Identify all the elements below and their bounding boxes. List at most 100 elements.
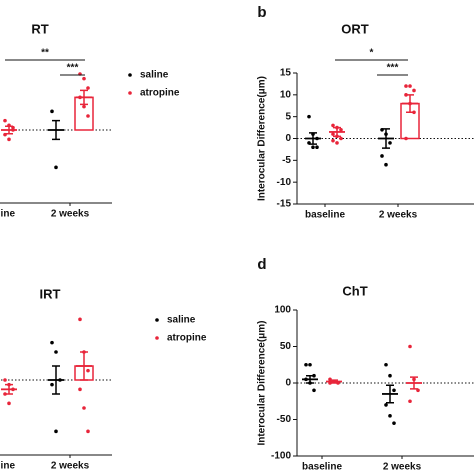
panel-label: b <box>257 4 266 21</box>
point <box>331 123 335 128</box>
significance-label: *** <box>387 63 399 74</box>
chart-title: ChT <box>342 283 367 298</box>
error-bar <box>52 119 60 141</box>
y-tick-label: -10 <box>277 177 292 188</box>
point <box>50 109 54 114</box>
point <box>86 114 90 118</box>
point <box>408 84 412 88</box>
error-bar <box>410 376 418 390</box>
error-bar <box>306 374 314 384</box>
significance-label: * <box>370 48 374 59</box>
point <box>331 132 335 136</box>
error-bar <box>52 365 60 395</box>
legend-label: atropine <box>140 88 180 99</box>
point <box>380 154 384 158</box>
y-tick-label: 50 <box>280 341 292 352</box>
y-tick-label: -50 <box>277 414 292 425</box>
point <box>307 114 311 119</box>
error-bar <box>5 125 13 135</box>
point <box>384 403 388 407</box>
y-tick-label: 0 <box>285 378 291 389</box>
point <box>392 421 396 425</box>
chart-title: ORT <box>341 21 369 36</box>
point <box>384 162 388 167</box>
x-tick-label: baseline <box>305 210 345 221</box>
point <box>408 399 412 404</box>
point <box>388 373 392 378</box>
point <box>404 136 408 141</box>
error-bar <box>80 89 88 106</box>
point <box>82 104 86 109</box>
point <box>78 387 82 392</box>
point <box>404 84 408 88</box>
y-tick-label: -15 <box>277 199 292 210</box>
point <box>331 138 335 143</box>
y-tick-label: 100 <box>274 305 291 316</box>
chart-title: IRT <box>40 286 61 301</box>
error-bar <box>406 94 414 114</box>
point <box>54 165 58 170</box>
point <box>315 145 319 150</box>
point <box>388 141 392 145</box>
point <box>86 86 90 90</box>
x-tick-label: 2 weeks <box>383 462 422 473</box>
point <box>82 406 86 410</box>
y-tick-label: -100 <box>271 451 291 462</box>
x-tick-label: 2 weeks <box>379 210 418 221</box>
y-tick-label: 15 <box>280 68 292 79</box>
legend-label: saline <box>140 70 169 81</box>
point <box>86 429 90 434</box>
significance-label: ** <box>41 48 49 59</box>
point <box>308 362 312 367</box>
error-bar <box>5 383 13 395</box>
point <box>7 401 11 406</box>
x-tick-label: baseline <box>0 461 15 472</box>
error-bar <box>333 126 341 138</box>
error-bar <box>309 132 317 145</box>
error-bar <box>386 384 394 404</box>
y-axis-label: Interocular Difference(μm) <box>257 76 268 201</box>
chart-title: RT <box>31 21 48 36</box>
x-tick-label: baseline <box>302 462 342 473</box>
point <box>335 141 339 145</box>
point <box>311 145 315 150</box>
point <box>408 344 412 349</box>
error-bar <box>382 128 390 149</box>
point <box>388 414 392 418</box>
x-tick-label: baseline <box>0 209 15 220</box>
y-axis-label: Interocular Difference(μm) <box>257 320 268 445</box>
point <box>82 76 86 81</box>
panel-label: d <box>257 256 266 273</box>
y-tick-label: 0 <box>285 133 291 144</box>
point <box>3 118 7 123</box>
x-tick-label: 2 weeks <box>51 209 90 220</box>
y-tick-label: 10 <box>280 89 292 100</box>
point <box>384 362 388 367</box>
point <box>50 382 54 387</box>
significance-label: *** <box>67 63 79 74</box>
point <box>54 350 58 354</box>
legend-marker <box>155 336 159 340</box>
legend-label: saline <box>167 315 196 326</box>
point <box>3 378 7 382</box>
legend-marker <box>128 91 132 95</box>
point <box>412 88 416 93</box>
y-tick-label: 5 <box>285 111 291 122</box>
point <box>304 362 308 367</box>
y-tick-label: -5 <box>282 155 291 166</box>
point <box>312 388 316 393</box>
point <box>86 368 90 373</box>
point <box>50 340 54 345</box>
point <box>7 137 11 142</box>
legend-marker <box>128 73 132 77</box>
point <box>339 127 343 132</box>
point <box>78 317 82 322</box>
point <box>339 136 343 141</box>
point <box>392 388 396 393</box>
error-bar <box>80 351 88 381</box>
legend-marker <box>155 318 159 322</box>
point <box>54 429 58 434</box>
legend-label: atropine <box>167 333 207 344</box>
x-tick-label: 2 weeks <box>51 461 90 472</box>
